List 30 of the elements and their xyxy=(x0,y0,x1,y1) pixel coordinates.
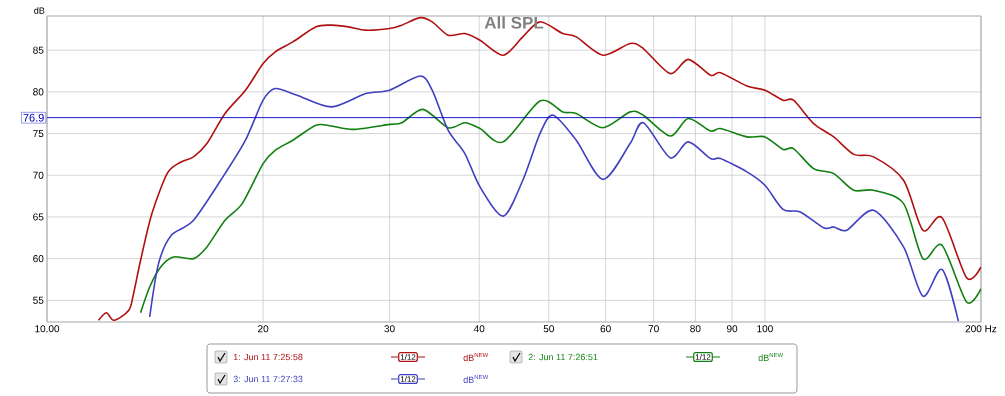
x-tick-label: 60 xyxy=(600,325,611,333)
text: dB$^{NEW}$ xyxy=(463,352,489,362)
text: 1/12 xyxy=(400,376,416,382)
text: dB$^{NEW}$ xyxy=(758,352,784,362)
x-tick-label: 20 xyxy=(258,325,269,333)
x-tick-label: 70 xyxy=(648,325,659,333)
x-tick-label: 90 xyxy=(726,325,738,333)
text: 3: Jun 11 7:27:33 xyxy=(233,375,303,383)
x-tick-label: 100 xyxy=(757,325,773,333)
text: 1/12 xyxy=(400,354,416,360)
x-tick-label: 10.00 xyxy=(35,325,60,333)
text: 1: Jun 11 7:25:58 xyxy=(233,353,303,361)
ref-line-label: 76.9 xyxy=(23,113,44,122)
y-tick-label: 85 xyxy=(33,46,44,54)
text: 2: Jun 11 7:26:51 xyxy=(528,353,598,361)
x-tick-label: 200 Hz xyxy=(965,325,997,333)
y-tick-label: 75 xyxy=(33,130,44,138)
y-tick-label: 60 xyxy=(33,255,44,263)
x-tick-label: 40 xyxy=(473,325,485,333)
chart-title: All SPL xyxy=(484,16,544,29)
y-tick-label: 80 xyxy=(33,88,44,96)
y-tick-label: 55 xyxy=(33,296,44,304)
text: dB$^{NEW}$ xyxy=(463,374,489,384)
y-tick-label: 65 xyxy=(33,213,44,221)
y-axis-title: dB xyxy=(34,7,45,14)
y-tick-label: 70 xyxy=(33,171,44,179)
x-tick-label: 50 xyxy=(543,325,554,333)
text: 1/12 xyxy=(695,354,711,360)
x-tick-label: 30 xyxy=(384,325,395,333)
x-tick-label: 80 xyxy=(690,325,701,333)
